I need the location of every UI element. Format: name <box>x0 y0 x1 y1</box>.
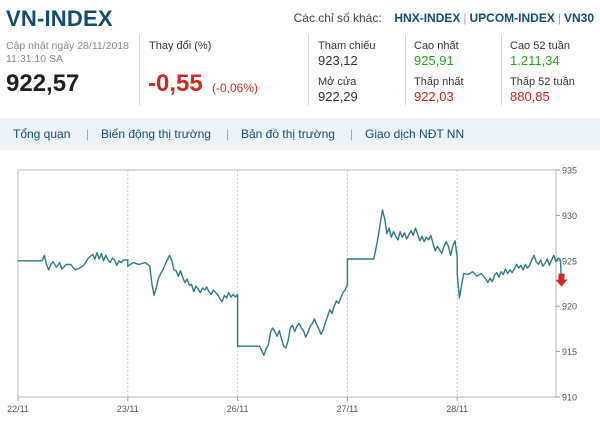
link-hnx-index[interactable]: HNX-INDEX <box>394 11 461 25</box>
divider <box>501 35 502 105</box>
tab-bar <box>0 118 600 150</box>
x-tick-label: 23/11 <box>117 404 139 414</box>
x-tick-label: 28/11 <box>446 404 468 414</box>
tab-separator: | <box>86 127 90 141</box>
low-value: 922,03 <box>414 89 454 104</box>
index-title: VN-INDEX <box>6 6 113 31</box>
change-percent: (-0,06%) <box>212 81 259 95</box>
open-label: Mở cửa <box>318 76 357 88</box>
index-value: 922,57 <box>6 70 80 97</box>
divider <box>308 35 309 105</box>
tab-overview[interactable]: Tổng quan <box>13 127 71 141</box>
open-value: 922,29 <box>318 89 358 104</box>
high52-label: Cao 52 tuần <box>510 40 570 52</box>
low-label: Thấp nhất <box>414 76 464 88</box>
x-tick-label: 26/11 <box>227 404 249 414</box>
reference-value: 923,12 <box>318 53 358 68</box>
change-value: -0,55 <box>148 70 203 97</box>
tab-separator: | <box>350 127 354 141</box>
index-line <box>18 209 563 356</box>
y-tick-label: 925 <box>562 256 577 266</box>
low52-value: 880,85 <box>510 89 550 104</box>
separator: | <box>463 11 467 25</box>
x-tick-label: 27/11 <box>336 404 358 414</box>
high-value: 925,91 <box>414 53 454 68</box>
index-chart: 935 930 925 920 915 910 22/11 23/11 26/11 27/11 28… <box>7 166 577 415</box>
tab-market-map[interactable]: Bản đồ thị trường <box>241 127 335 141</box>
y-tick-label: 920 <box>562 302 577 312</box>
tab-foreign-trading[interactable]: Giao dịch NĐT NN <box>365 127 465 141</box>
high52-value: 1.211,34 <box>510 53 560 68</box>
updated-date: Cập nhật ngày 28/11/2018 <box>6 40 129 52</box>
last-down-arrow-icon <box>555 273 568 287</box>
y-tick-label: 915 <box>562 347 577 357</box>
link-upcom-index[interactable]: UPCOM-INDEX <box>469 11 555 25</box>
y-tick-label: 910 <box>562 393 577 403</box>
y-tick-label: 930 <box>562 211 577 221</box>
tab-market-movement[interactable]: Biến động thị trường <box>101 127 211 141</box>
divider <box>405 35 406 105</box>
updated-time: 11:31:10 SA <box>6 53 64 65</box>
change-label: Thay đổi (%) <box>149 40 212 52</box>
low52-label: Thấp 52 tuần <box>510 76 575 88</box>
separator: | <box>557 11 561 25</box>
reference-label: Tham chiếu <box>318 40 376 52</box>
y-tick-label: 935 <box>562 166 577 176</box>
other-indices-label: Các chỉ số khác: <box>293 11 382 25</box>
link-vn30[interactable]: VN30 <box>563 11 594 25</box>
other-indices: Các chỉ số khác: HNX-INDEX | UPCOM-INDEX | V… <box>294 11 594 25</box>
x-tick-label: 22/11 <box>7 404 29 414</box>
tab-separator: | <box>226 127 230 141</box>
plot-frame <box>17 169 557 398</box>
high-label: Cao nhất <box>414 40 459 52</box>
divider <box>139 35 140 105</box>
